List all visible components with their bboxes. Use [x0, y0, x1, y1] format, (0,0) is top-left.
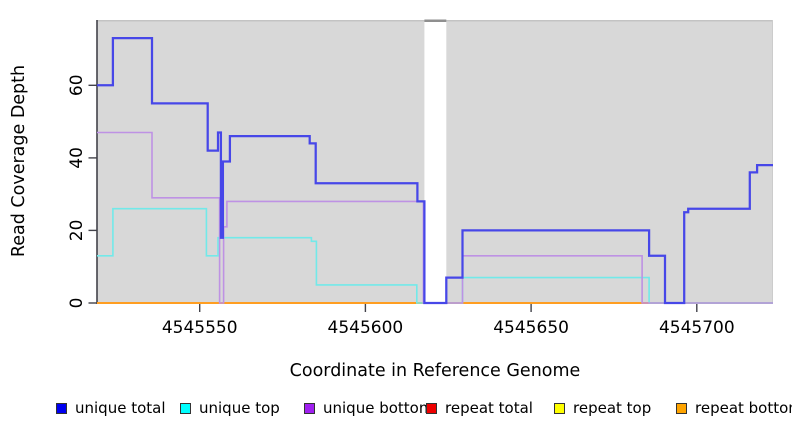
line-unique-bottom — [97, 131, 773, 304]
x-tick-label: 4545550 — [162, 318, 238, 338]
y-tick-label: 40 — [67, 147, 87, 169]
legend-label: unique bottom — [323, 399, 434, 417]
y-tick-label: 0 — [67, 298, 87, 309]
line-unique-top — [97, 207, 773, 304]
legend-item-unique-total: unique total — [56, 398, 166, 418]
plot-generated-content: 0 20 40 60 4545550 4545600 4545650 4545700 — [67, 19, 773, 338]
legend-label: unique total — [75, 399, 166, 417]
coverage-plot: 0 20 40 60 4545550 4545600 4545650 4545700 Coor… — [9, 19, 773, 381]
legend-item-repeat-bottom: repeat bottom — [676, 398, 792, 418]
legend-item-unique-bottom: unique bottom — [304, 398, 433, 418]
x-axis-title: Coordinate in Reference Genome — [290, 361, 581, 381]
legend-swatch-repeat-bottom — [676, 402, 687, 414]
legend-swatch-unique-top — [180, 402, 191, 414]
x-tick-label: 4545700 — [659, 318, 735, 338]
legend-label: repeat top — [573, 399, 652, 417]
chart-legend: unique total unique top unique bottom repea… — [0, 398, 792, 424]
legend-item-repeat-top: repeat top — [554, 398, 651, 418]
legend-label: repeat total — [445, 399, 533, 417]
legend-label: repeat bottom — [695, 399, 792, 417]
legend-swatch-unique-total — [56, 402, 67, 414]
legend-swatch-repeat-top — [554, 402, 565, 414]
legend-label: unique top — [199, 399, 280, 417]
x-tick-label: 4545650 — [493, 318, 569, 338]
y-axis-title: Read Coverage Depth — [9, 65, 29, 257]
legend-swatch-repeat-total — [426, 402, 437, 414]
y-tick-label: 20 — [67, 220, 87, 242]
line-unique-total — [97, 36, 773, 305]
y-tick-label: 60 — [67, 74, 87, 96]
legend-item-unique-top: unique top — [180, 398, 280, 418]
legend-item-repeat-total: repeat total — [426, 398, 533, 418]
legend-swatch-unique-bottom — [304, 402, 315, 414]
coverage-gap-mask — [424, 21, 447, 303]
x-tick-label: 4545600 — [328, 318, 404, 338]
